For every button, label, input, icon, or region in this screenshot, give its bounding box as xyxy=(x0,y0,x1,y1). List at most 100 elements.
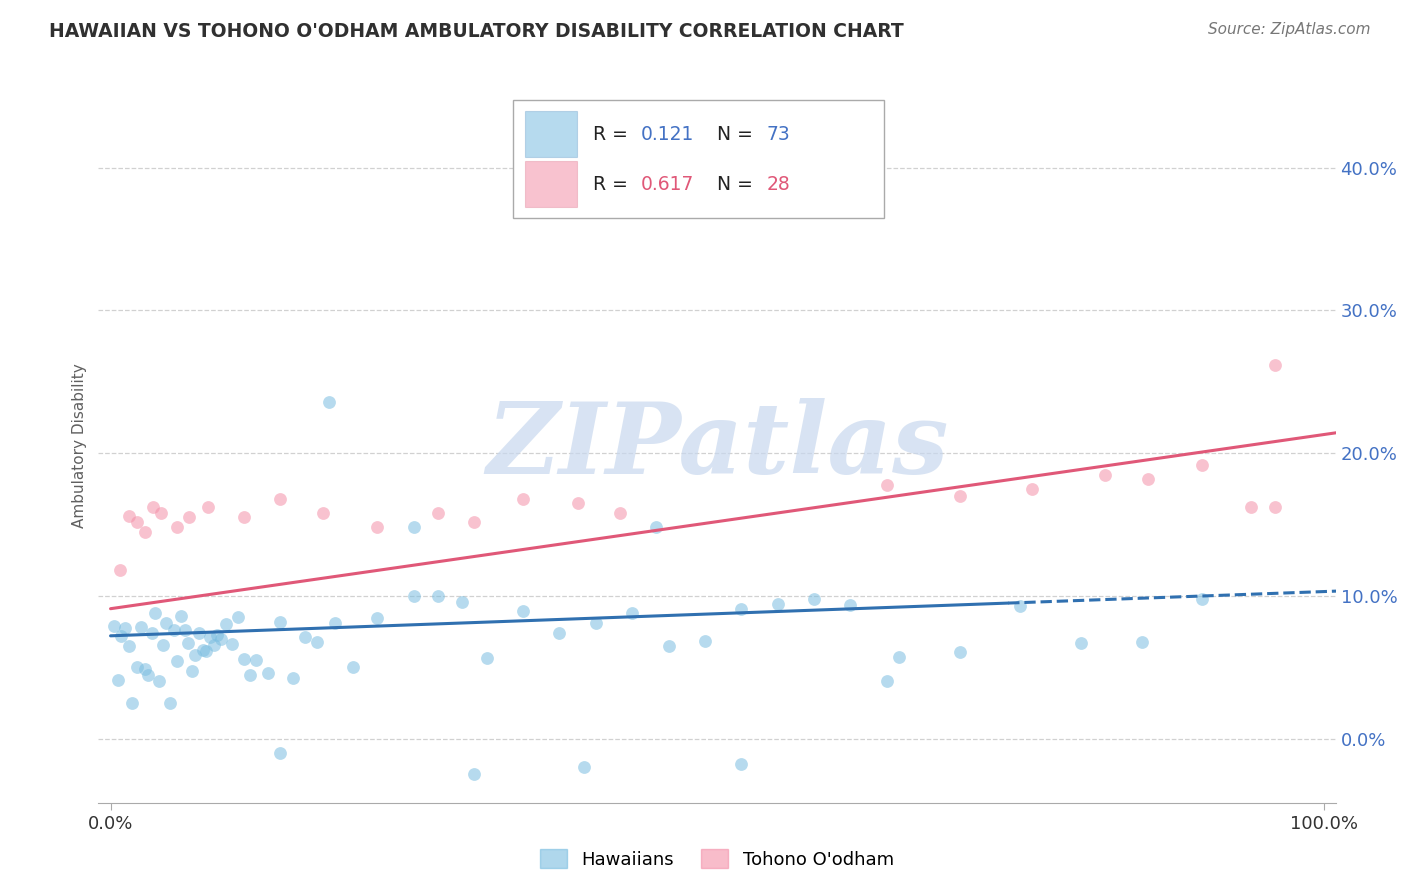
Point xyxy=(233,651,256,665)
Point xyxy=(730,602,752,616)
Point xyxy=(305,635,328,649)
Point xyxy=(572,760,595,774)
Point xyxy=(323,615,346,630)
Point xyxy=(215,617,238,632)
Point xyxy=(188,626,211,640)
Point xyxy=(191,643,214,657)
Point xyxy=(318,394,340,409)
Point xyxy=(887,650,910,665)
Text: ZIPatlas: ZIPatlas xyxy=(486,398,948,494)
Point xyxy=(621,606,644,620)
Point xyxy=(269,615,291,630)
Point xyxy=(512,604,534,618)
Point xyxy=(548,626,571,640)
Point xyxy=(730,757,752,772)
Text: N =: N = xyxy=(717,125,759,144)
Point xyxy=(1191,591,1213,606)
Point xyxy=(233,510,256,524)
Point xyxy=(1070,636,1092,650)
Point xyxy=(839,598,862,612)
Point xyxy=(159,696,181,710)
Point xyxy=(269,491,291,506)
Point xyxy=(166,654,188,668)
Point xyxy=(103,619,125,633)
Point xyxy=(173,624,195,638)
Text: R =: R = xyxy=(593,175,634,194)
Point xyxy=(1130,635,1153,649)
Point xyxy=(110,563,132,577)
Text: 28: 28 xyxy=(766,175,790,194)
Point xyxy=(142,500,165,515)
Text: HAWAIIAN VS TOHONO O'ODHAM AMBULATORY DISABILITY CORRELATION CHART: HAWAIIAN VS TOHONO O'ODHAM AMBULATORY DI… xyxy=(49,22,904,41)
Point xyxy=(207,628,229,642)
Point xyxy=(239,668,262,682)
Point xyxy=(1264,500,1286,515)
Point xyxy=(162,623,184,637)
Point xyxy=(127,515,149,529)
Point xyxy=(451,595,474,609)
Point xyxy=(257,666,280,681)
Point xyxy=(1010,599,1032,614)
Point xyxy=(645,520,668,534)
Point xyxy=(294,630,316,644)
Point xyxy=(170,609,193,624)
Point xyxy=(366,611,388,625)
Point xyxy=(585,616,607,631)
Point xyxy=(110,629,132,643)
FancyBboxPatch shape xyxy=(526,161,578,207)
Point xyxy=(209,632,232,646)
Point xyxy=(463,767,485,781)
Point xyxy=(114,621,136,635)
Point xyxy=(1094,467,1116,482)
Point xyxy=(197,500,219,515)
Point xyxy=(198,631,221,645)
Point xyxy=(512,491,534,506)
Point xyxy=(148,674,170,689)
Point xyxy=(766,597,789,611)
Point xyxy=(134,524,156,539)
Point xyxy=(1240,500,1263,515)
Point xyxy=(312,506,335,520)
Point xyxy=(221,637,243,651)
Text: 73: 73 xyxy=(766,125,790,144)
Legend: Hawaiians, Tohono O'odham: Hawaiians, Tohono O'odham xyxy=(533,842,901,876)
Point xyxy=(152,638,174,652)
Point xyxy=(876,477,898,491)
Point xyxy=(657,639,679,653)
Text: 0.121: 0.121 xyxy=(640,125,693,144)
Point xyxy=(609,506,631,520)
Point xyxy=(803,592,825,607)
Text: 0.617: 0.617 xyxy=(640,175,693,194)
Point xyxy=(184,648,207,662)
Point xyxy=(560,196,582,211)
Point xyxy=(1191,458,1213,472)
Text: R =: R = xyxy=(593,125,634,144)
Point xyxy=(427,506,450,520)
Point xyxy=(118,508,141,523)
Point xyxy=(475,650,498,665)
Point xyxy=(949,489,972,503)
Point xyxy=(129,620,152,634)
Text: Source: ZipAtlas.com: Source: ZipAtlas.com xyxy=(1208,22,1371,37)
Point xyxy=(402,520,425,534)
Point xyxy=(1021,482,1043,496)
Point xyxy=(202,638,225,652)
Point xyxy=(366,520,388,534)
FancyBboxPatch shape xyxy=(526,112,578,157)
Point xyxy=(1264,358,1286,372)
Point xyxy=(145,607,167,621)
Point xyxy=(127,660,149,674)
Point xyxy=(118,639,141,653)
Point xyxy=(567,496,589,510)
Point xyxy=(107,673,129,687)
Point xyxy=(342,660,364,674)
Point xyxy=(177,636,200,650)
Point xyxy=(226,609,249,624)
Point xyxy=(463,515,485,529)
Point xyxy=(121,696,143,710)
Point xyxy=(402,589,425,603)
Point xyxy=(180,665,202,679)
FancyBboxPatch shape xyxy=(513,100,884,218)
Point xyxy=(949,645,972,659)
Point xyxy=(281,671,304,685)
